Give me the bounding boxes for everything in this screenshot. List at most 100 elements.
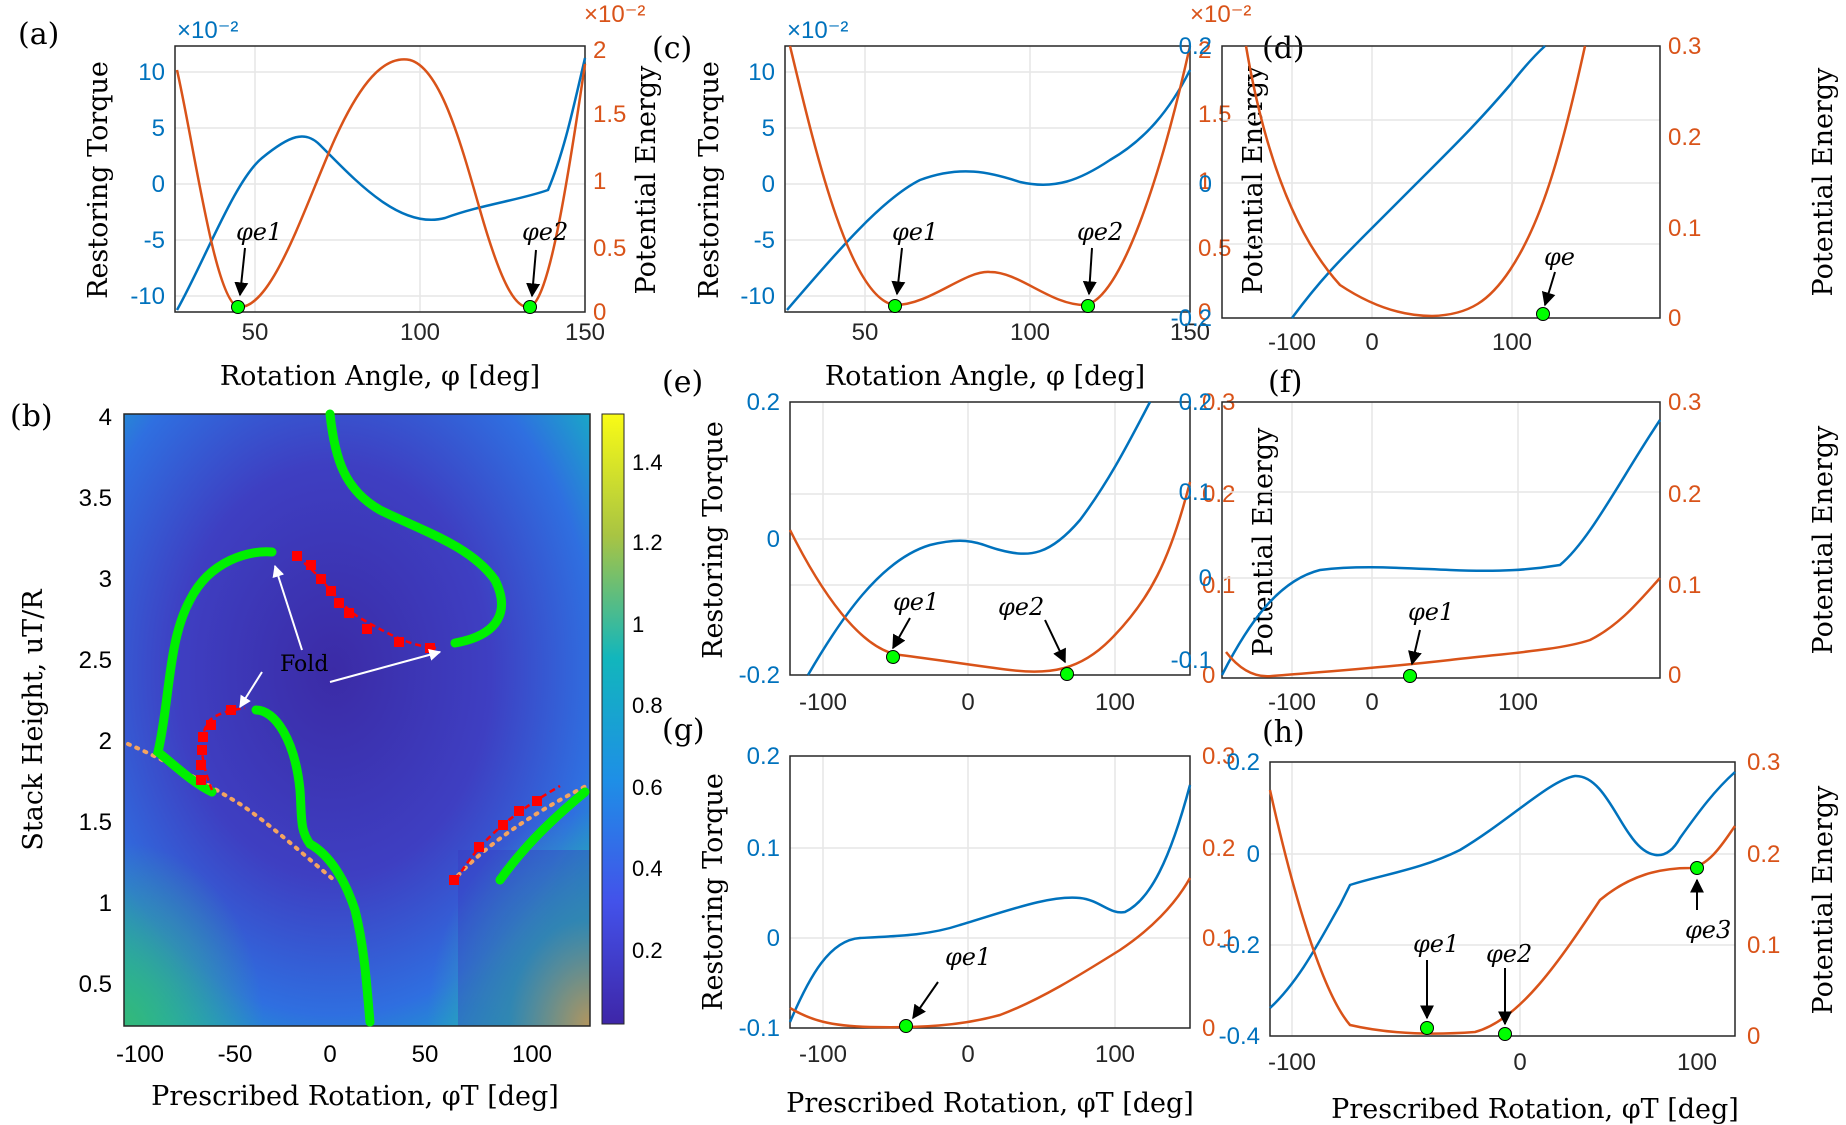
fold-label: Fold (280, 652, 328, 677)
tick-label: 0 (961, 689, 974, 716)
tick-label: 100 (512, 1041, 552, 1068)
grid (790, 402, 1190, 675)
tick-label: 100 (1677, 1049, 1717, 1076)
exponent-right: ×10⁻² (584, 1, 645, 28)
tick-label: 0 (1198, 299, 1211, 326)
energy-curve (789, 877, 1192, 1029)
panel-d: (d) 0.2 0 -0.2 0.3 0.2 0.1 0 -100 0 100 … (1171, 31, 1839, 356)
tick-label: -0.2 (1219, 932, 1260, 959)
y-right-label: Potential Energy (1808, 67, 1839, 297)
tick-label: 0 (1202, 662, 1215, 689)
tick-label: 0 (1247, 841, 1260, 868)
unstable-point (334, 598, 344, 608)
x-ticks: -100 0 100 (799, 689, 1135, 716)
panel-label: (g) (662, 713, 705, 748)
tick-label: 1 (632, 612, 644, 637)
plot-frame (174, 45, 586, 313)
tick-label: 0.5 (79, 971, 112, 998)
unstable-point (394, 637, 404, 647)
stable-branch (251, 705, 375, 1027)
unstable-point (425, 643, 435, 653)
marker-label: φe2 (998, 593, 1044, 621)
tick-label: 0 (1668, 305, 1681, 332)
tick-label: 0.1 (1668, 215, 1701, 242)
x-ticks: -100 0 100 (799, 1041, 1135, 1068)
torque-curve (1220, 419, 1662, 676)
unstable-point (514, 806, 524, 816)
fold-annotation: Fold (239, 564, 442, 709)
tick-label: 2 (1198, 37, 1211, 64)
y-right-ticks: 0.3 0.2 0.1 0 (1202, 743, 1235, 1042)
grid (1222, 402, 1660, 678)
tick-label: 0.8 (632, 693, 663, 718)
tick-label: 0 (961, 1041, 974, 1068)
unstable-point (198, 732, 208, 742)
y-right-label: Potential Energy (1808, 425, 1839, 655)
tick-label: 1 (99, 890, 112, 917)
y-left-label: Restoring Torque (694, 61, 725, 299)
tick-label: -100 (799, 689, 847, 716)
x-ticks: -100 -50 0 50 100 (116, 1041, 552, 1068)
exponent-right: ×10⁻² (1190, 1, 1251, 28)
marker-label: φe2 (1486, 940, 1532, 968)
y-right-ticks: 2 1.5 1 0.5 0 (593, 37, 626, 326)
tick-label: 0.1 (1179, 479, 1212, 506)
y-left-ticks: 0.2 0 -0.2 -0.4 (1219, 749, 1260, 1050)
tick-label: 100 (1095, 689, 1135, 716)
y-axis-label: Stack Height, uT/R (18, 589, 49, 851)
equilibrium-marker: φe2 (522, 218, 568, 314)
y-left-label: Restoring Torque (698, 773, 729, 1011)
tick-label: 0.2 (1227, 749, 1260, 776)
marker-label: φe1 (945, 943, 991, 971)
panel-label: (d) (1262, 31, 1305, 66)
tick-label: -0.2 (739, 662, 780, 689)
unstable-point (197, 745, 207, 755)
tick-label: 0.1 (1202, 925, 1235, 952)
plot-frame (1221, 45, 1661, 319)
panel-g: (g) 0.2 0.1 0 -0.1 0.3 0.2 0.1 0 -100 0 … (662, 713, 1235, 1119)
tick-label: 1.5 (593, 101, 626, 128)
marker-label: φe2 (1077, 218, 1123, 246)
tick-label: 0.3 (1668, 33, 1701, 60)
equilibrium-marker: φe1 (888, 218, 938, 313)
tick-label: 0 (767, 925, 780, 952)
unstable-point (306, 560, 316, 570)
panel-label: (f) (1268, 365, 1303, 400)
dotted-branch (126, 742, 336, 882)
tick-label: 0.2 (1202, 835, 1235, 862)
tick-label: -100 (1268, 1049, 1316, 1076)
y-left-ticks: 0.2 0 -0.2 (1171, 33, 1212, 332)
tick-label: 0.1 (1747, 932, 1780, 959)
tick-label: 50 (242, 319, 269, 346)
tick-label: 150 (565, 319, 605, 346)
equilibrium-marker: φe2 (1077, 218, 1123, 313)
x-ticks: -100 0 100 (1268, 1049, 1717, 1076)
unstable-point (344, 608, 354, 618)
y-left-ticks: 0.2 0 -0.2 (739, 389, 780, 689)
y-left-ticks: 0.2 0.1 0 -0.1 (739, 743, 780, 1042)
stable-branch (325, 409, 506, 648)
plot-frame (784, 45, 1191, 313)
x-ticks: 50 100 150 (852, 319, 1210, 346)
marker-label: φe1 (893, 588, 939, 616)
stable-branches (152, 409, 590, 1027)
tick-label: 0 (1365, 689, 1378, 716)
tick-label: -10 (740, 283, 775, 310)
tick-label: 100 (1010, 319, 1050, 346)
energy-curve (788, 45, 1192, 307)
tick-label: -100 (799, 1041, 847, 1068)
stable-branch (152, 547, 277, 797)
unstable-point (226, 705, 236, 715)
marker-label: φe1 (1408, 598, 1454, 626)
tick-label: 150 (1170, 319, 1210, 346)
tick-label: -100 (116, 1041, 164, 1068)
tick-label: 0.3 (1668, 389, 1701, 416)
panel-label: (e) (662, 365, 703, 400)
tick-label: 2.5 (79, 647, 112, 674)
energy-curve (1268, 789, 1737, 1035)
tick-label: -10 (130, 283, 165, 310)
energy-curve (1225, 577, 1661, 678)
x-ticks: -100 0 100 (1268, 329, 1532, 356)
tick-label: 0.2 (1179, 33, 1212, 60)
stable-branch (495, 787, 590, 885)
